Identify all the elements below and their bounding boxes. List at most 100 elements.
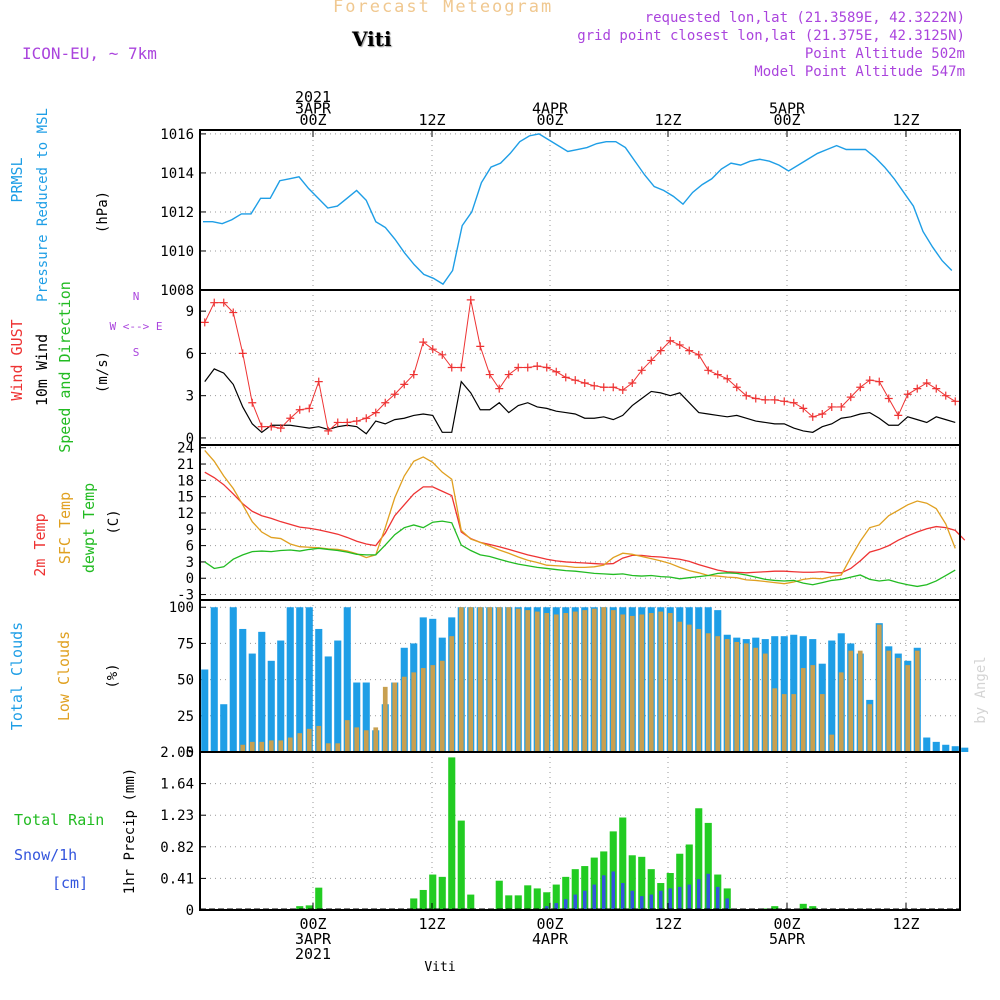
gust-point-67 [837, 402, 846, 411]
low-clouds-bar-25 [439, 660, 445, 752]
label-total-rain: Total Rain [14, 811, 104, 829]
total-clouds-bar-79 [951, 746, 959, 752]
gust-point-9 [286, 414, 295, 423]
snow-bar-46 [640, 896, 644, 910]
gust-point-58 [751, 394, 760, 403]
compass-north: N [133, 290, 140, 303]
total-clouds-bar-77 [932, 741, 940, 752]
total-clouds-bar-5 [248, 653, 256, 752]
gust-point-64 [808, 412, 817, 421]
low-clouds-bar-68 [848, 650, 854, 752]
ytick-label-3-4: 100 [169, 600, 194, 616]
panel-frame-4 [199, 751, 961, 911]
rain-bar-40 [581, 866, 589, 910]
series-line-sfc-temp [204, 450, 956, 585]
gust-point-27 [457, 363, 466, 372]
low-clouds-bar-16 [354, 727, 360, 752]
gust-point-68 [846, 393, 855, 402]
snow-bar-38 [564, 899, 568, 910]
gust-point-3 [229, 308, 238, 317]
gust-point-53 [704, 366, 713, 375]
rain-bar-53 [704, 822, 712, 910]
gust-point-63 [799, 404, 808, 413]
total-clouds-bar-1 [210, 607, 218, 752]
rain-bar-22 [410, 898, 418, 910]
gust-point-76 [922, 379, 931, 387]
snow-bar-44 [621, 883, 625, 910]
gust-point-28 [466, 295, 475, 304]
gust-point-31 [495, 384, 504, 393]
low-clouds-bar-7 [268, 740, 274, 752]
gust-point-74 [903, 390, 912, 399]
total-clouds-bar-15 [343, 607, 351, 752]
snow-bar-48 [659, 890, 663, 910]
snow-bar-49 [668, 888, 672, 910]
gust-point-52 [694, 350, 703, 359]
low-clouds-bar-57 [743, 643, 749, 752]
low-clouds-bar-37 [553, 614, 559, 752]
top-time-label-5-0: 12Z [892, 111, 919, 129]
rain-bar-35 [533, 888, 541, 910]
panel-0: 1008 1010 1012 1014 1016 [160, 127, 960, 299]
low-clouds-bar-20 [392, 682, 398, 752]
label-ms: (m/s) [95, 351, 111, 393]
low-clouds-bar-9 [287, 737, 293, 752]
label-speed-direction: Speed and Direction [56, 281, 74, 453]
total-clouds-bar-80 [961, 747, 969, 752]
total-clouds-bar-66 [828, 640, 836, 752]
low-clouds-bar-42 [601, 607, 607, 752]
bottom-time-label-0-0: 00Z [299, 915, 326, 933]
ytick-label-2-0: -3 [177, 588, 194, 604]
ytick-label-0-0: 1008 [160, 283, 194, 299]
label-prmsl-desc: Pressure Reduced to MSL [35, 108, 51, 302]
top-time-label-0-2: 00Z [299, 111, 326, 129]
rain-bar-38 [562, 876, 570, 910]
gust-point-70 [865, 376, 874, 385]
total-clouds-bar-4 [239, 628, 247, 752]
gust-point-79 [951, 397, 960, 406]
snow-bar-53 [706, 873, 710, 910]
total-clouds-bar-76 [923, 737, 931, 752]
gust-point-43 [609, 383, 618, 392]
gust-point-42 [599, 383, 608, 392]
gust-point-69 [856, 383, 865, 392]
low-clouds-bar-75 [914, 650, 920, 752]
low-clouds-bar-8 [278, 740, 284, 752]
low-clouds-bar-4 [240, 744, 246, 752]
gust-point-11 [305, 404, 314, 413]
low-clouds-bar-50 [677, 621, 683, 752]
rain-bar-10 [296, 906, 304, 910]
ytick-label-0-4: 1016 [160, 127, 194, 143]
ytick-label-2-1: 0 [186, 571, 194, 587]
low-clouds-bar-46 [639, 614, 645, 752]
gust-point-49 [666, 336, 675, 345]
gust-point-40 [580, 379, 589, 387]
low-clouds-bar-64 [810, 665, 816, 752]
gust-point-8 [276, 424, 285, 433]
low-clouds-bar-28 [468, 607, 474, 752]
gust-point-29 [476, 342, 485, 351]
gust-point-7 [267, 422, 276, 431]
ytick-label-2-9: 24 [177, 441, 194, 457]
rain-bar-28 [467, 894, 475, 910]
low-clouds-bar-11 [306, 728, 312, 752]
low-clouds-bar-17 [363, 730, 369, 752]
ytick-label-4-3: 1.23 [160, 808, 194, 824]
bottom-time-label-4-0: 00Z [773, 915, 800, 933]
low-clouds-bar-69 [857, 650, 863, 752]
low-clouds-bar-45 [629, 615, 635, 752]
low-clouds-bar-5 [249, 741, 255, 752]
low-clouds-bar-14 [335, 743, 341, 752]
low-clouds-bar-35 [534, 611, 540, 752]
gust-point-62 [789, 398, 798, 407]
gust-point-13 [324, 426, 333, 435]
total-clouds-bar-8 [277, 640, 285, 752]
low-clouds-bar-29 [477, 607, 483, 752]
gust-point-4 [238, 349, 247, 358]
top-time-label-0-0: 2021 [295, 88, 331, 106]
low-clouds-bar-30 [487, 607, 493, 752]
ytick-label-1-0: 0 [186, 431, 194, 447]
low-clouds-bar-18 [373, 727, 379, 752]
rain-bar-11 [305, 905, 313, 910]
low-clouds-bar-15 [344, 720, 350, 752]
